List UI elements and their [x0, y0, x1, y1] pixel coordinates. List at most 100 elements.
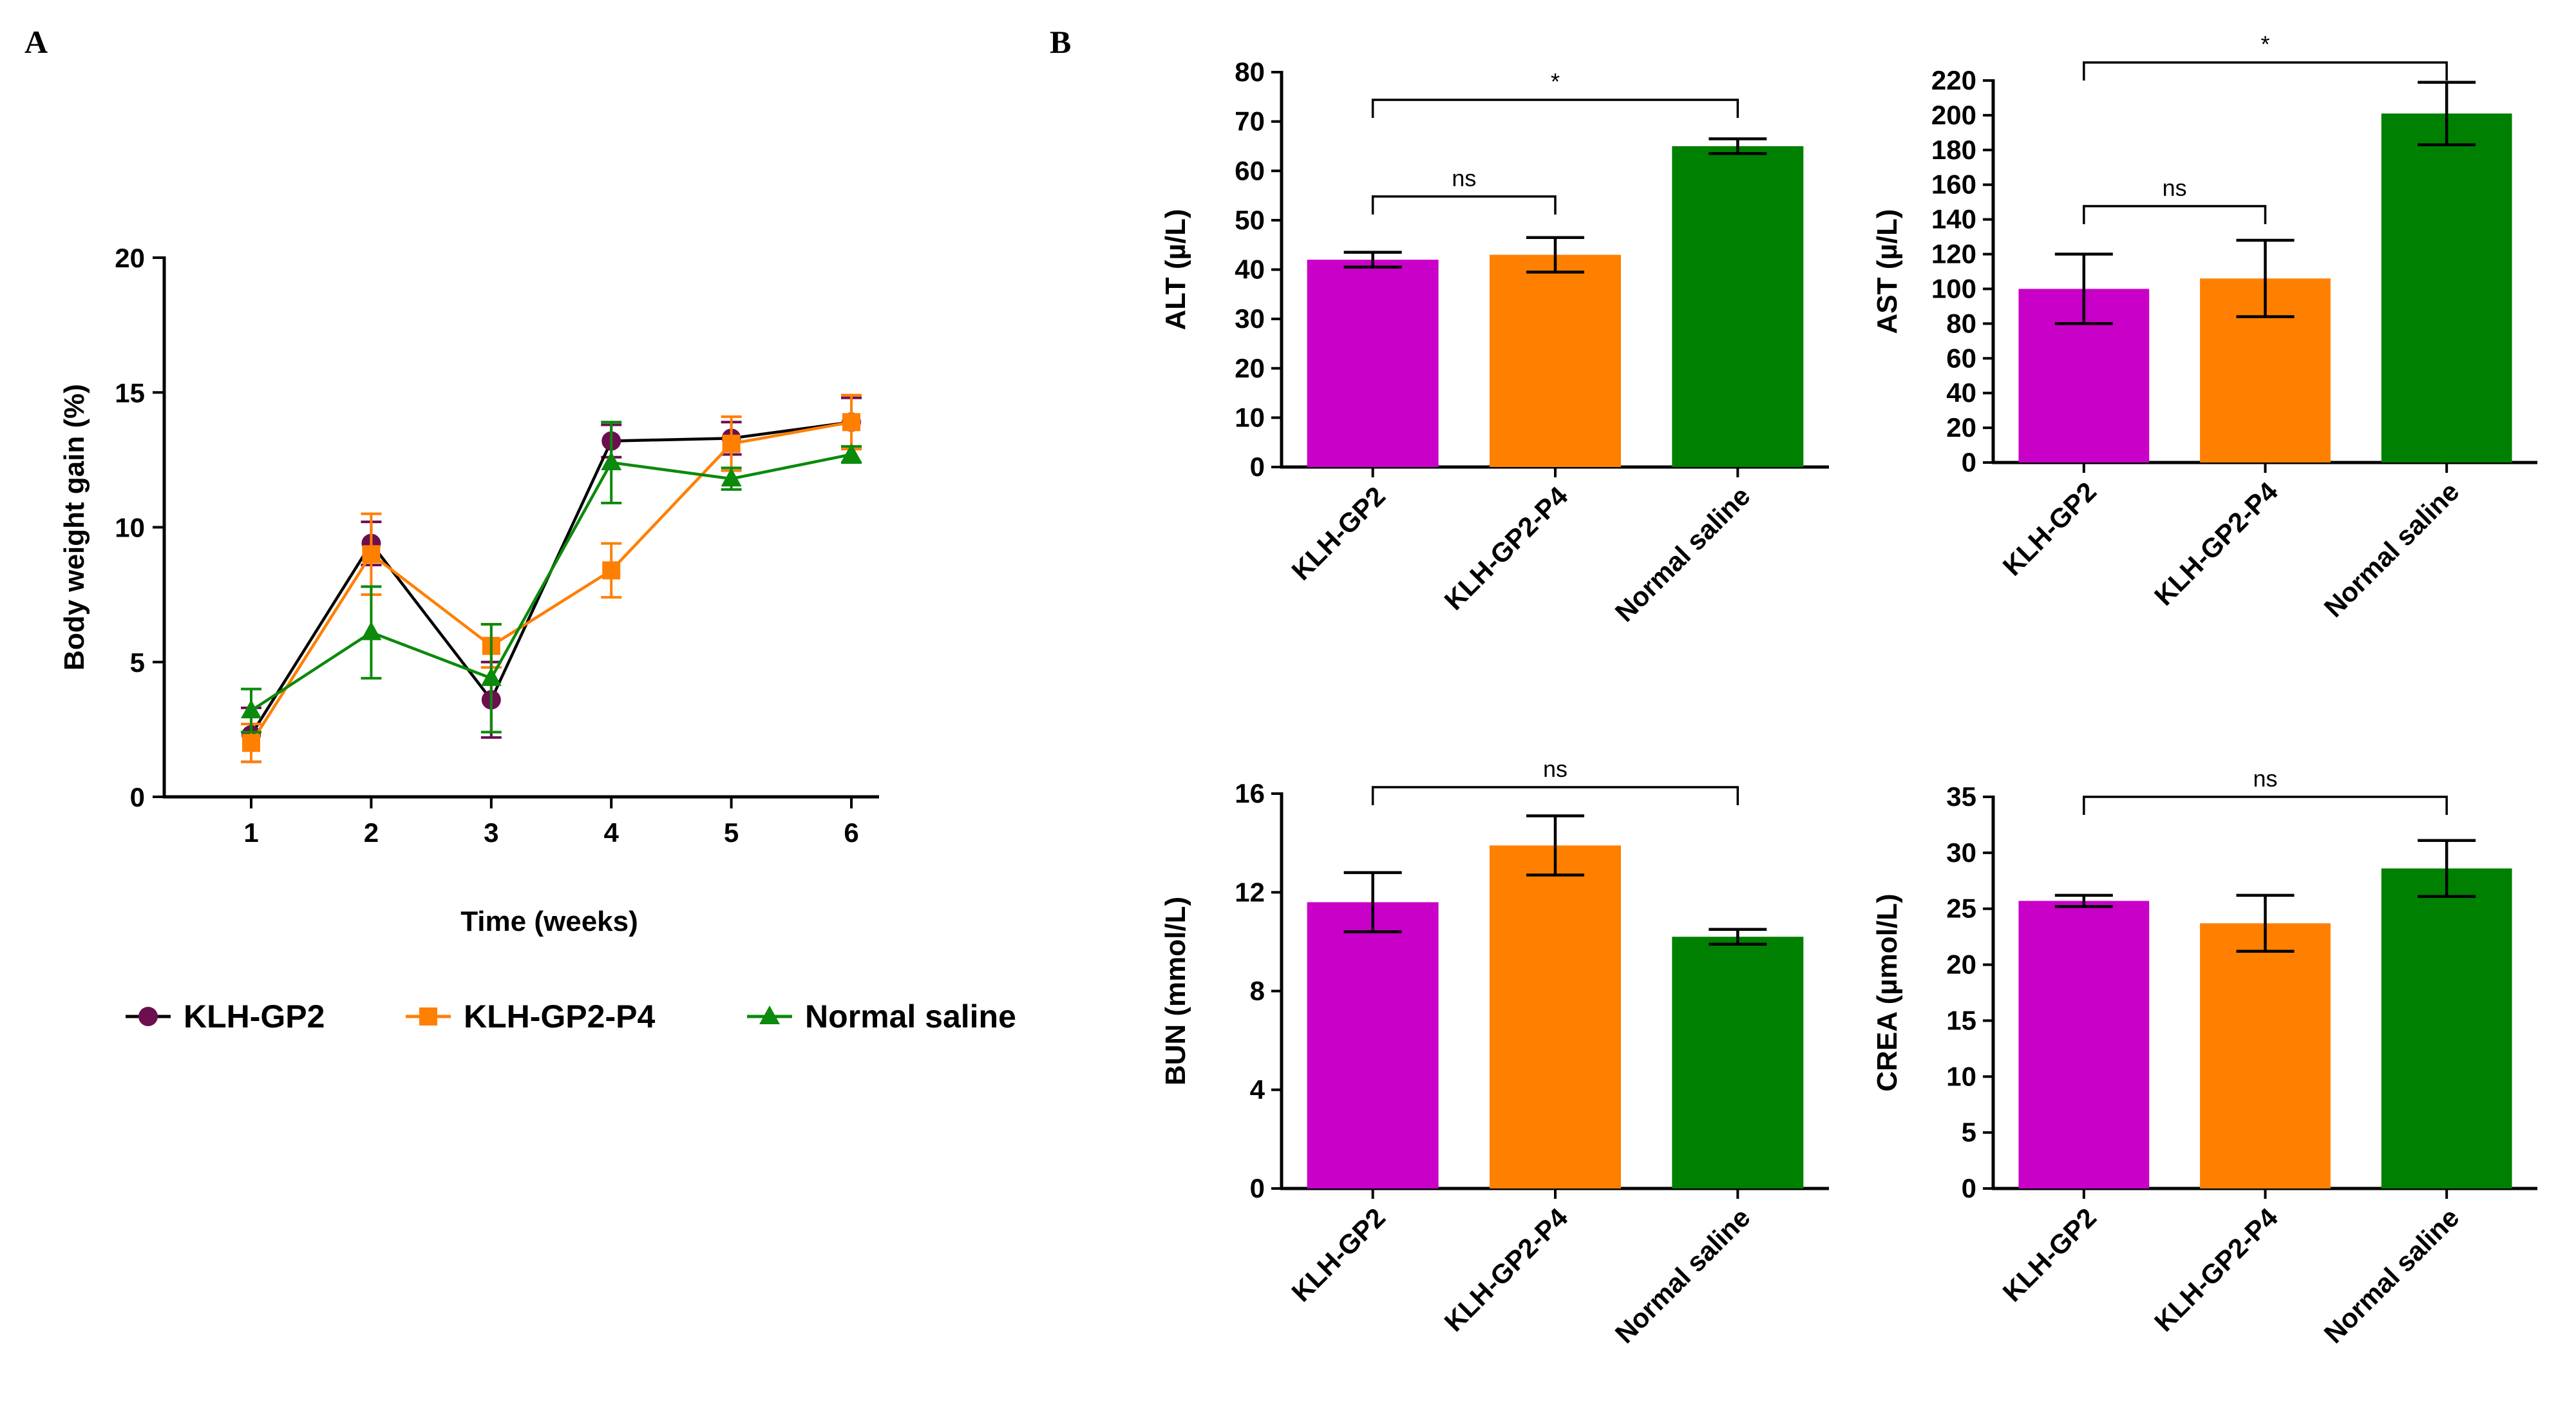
series-line — [250, 421, 852, 744]
y-tick-label: 0 — [1250, 452, 1265, 482]
y-tick-label: 70 — [1235, 106, 1265, 137]
data-point — [602, 561, 621, 580]
x-tick-label: 2 — [364, 817, 379, 848]
data-point — [242, 734, 260, 752]
y-tick-label: 5 — [1962, 1117, 1976, 1147]
data-point — [721, 468, 742, 487]
y-tick-label: 15 — [115, 377, 145, 408]
bar-klh-gp2 — [2018, 901, 2150, 1188]
y-tick-label: 30 — [1235, 303, 1265, 334]
x-tick-label: 6 — [844, 817, 858, 848]
legend-item-klh-gp2: KLH-GP2 — [126, 998, 325, 1035]
y-tick-label: 25 — [1946, 893, 1976, 924]
legend-label: Normal saline — [805, 998, 1016, 1035]
y-tick-label: 80 — [1946, 308, 1976, 338]
y-tick-label: 0 — [1962, 1173, 1976, 1203]
data-point — [241, 700, 261, 719]
alt-bar-chart: 0 10 20 30 40 50 60 70 80 KLH-GP2 KLH-GP2-P4 Normal… — [1160, 57, 1829, 627]
significance-label: ns — [1452, 165, 1476, 191]
crea-bar-chart: 0 5 10 15 20 25 30 35 KLH-GP2 KLH-GP2-P4 Normal sa… — [1871, 765, 2537, 1349]
x-tick-label: KLH-GP2 — [1997, 1202, 2103, 1308]
significance-label: ns — [2253, 765, 2277, 792]
y-axis-title: Body weight gain (%) — [59, 384, 90, 671]
x-tick-label: Normal saline — [2318, 1202, 2465, 1349]
data-point — [842, 413, 860, 432]
x-tick-label: 3 — [484, 817, 498, 848]
y-tick-label: 20 — [1946, 950, 1976, 980]
y-axis-title: ALT (µ/L) — [1160, 209, 1191, 330]
y-tick-label: 120 — [1931, 239, 1976, 269]
y-tick-label: 10 — [115, 513, 145, 543]
series-klh-gp2-p4 — [241, 394, 862, 763]
significance-bracket — [1371, 786, 1739, 805]
y-tick-label: 4 — [1250, 1074, 1265, 1105]
y-tick-label: 60 — [1946, 343, 1976, 373]
x-tick-label: KLH-GP2 — [1997, 476, 2103, 582]
legend-marker — [138, 1007, 158, 1026]
x-tick-label: Normal saline — [1609, 481, 1756, 627]
bar-klh-gp2-p4 — [1490, 254, 1621, 467]
y-tick-label: 0 — [1962, 447, 1976, 477]
bar-klh-gp2 — [1307, 260, 1439, 467]
panel-label-b: B — [1050, 24, 1071, 60]
ast-bar-chart: 0 20 40 60 80 100 120 140 160 180 200 220 KLH-GP2 KLH… — [1871, 31, 2537, 623]
legend-label: KLH-GP2 — [184, 998, 325, 1035]
bar-normal-saline — [2381, 113, 2512, 463]
x-tick-label: KLH-GP2-P4 — [1439, 481, 1574, 616]
y-tick-label: 16 — [1235, 778, 1265, 808]
y-tick-label: 0 — [130, 782, 145, 812]
x-tick-label: Normal saline — [1609, 1202, 1756, 1349]
x-axis-title: Time (weeks) — [460, 906, 638, 937]
y-tick-label: 60 — [1235, 155, 1265, 186]
y-tick-label: 20 — [1946, 412, 1976, 443]
data-point — [362, 545, 381, 564]
bar-klh-gp2-p4 — [1490, 845, 1621, 1188]
significance-label: * — [1551, 68, 1560, 95]
y-tick-label: 140 — [1931, 204, 1976, 234]
y-tick-label: 20 — [1235, 353, 1265, 383]
data-point — [722, 434, 741, 453]
data-point — [841, 443, 862, 463]
y-tick-label: 8 — [1250, 976, 1265, 1006]
y-tick-label: 160 — [1931, 169, 1976, 200]
body-weight-line-chart: 0 5 10 15 20 1 2 3 4 5 6 Time (weeks) Body weight ga… — [59, 243, 1016, 1035]
y-tick-label: 180 — [1931, 135, 1976, 165]
bar-normal-saline — [1672, 937, 1804, 1188]
significance-bracket — [2083, 796, 2448, 815]
y-tick-label: 10 — [1946, 1061, 1976, 1091]
series-normal-saline — [241, 421, 862, 734]
legend-marker — [759, 1006, 780, 1024]
y-tick-label: 40 — [1235, 254, 1265, 285]
x-tick-label: KLH-GP2 — [1285, 481, 1391, 586]
legend-label: KLH-GP2-P4 — [464, 998, 655, 1035]
bar-klh-gp2-p4 — [2200, 923, 2331, 1188]
y-tick-label: 5 — [130, 647, 145, 678]
bar-normal-saline — [1672, 146, 1804, 467]
y-axis-title: BUN (mmol/L) — [1160, 897, 1191, 1085]
x-tick-label: 5 — [724, 817, 739, 848]
y-tick-label: 80 — [1235, 57, 1265, 87]
x-tick-label: KLH-GP2-P4 — [1439, 1202, 1574, 1337]
series-line — [250, 421, 852, 736]
x-tick-label: KLH-GP2 — [1285, 1202, 1391, 1308]
x-tick-label: Normal saline — [2318, 476, 2465, 623]
y-axis-title: AST (µ/L) — [1871, 209, 1903, 334]
x-tick-label: KLH-GP2-P4 — [2148, 1202, 2284, 1337]
panel-label-a: A — [24, 24, 48, 60]
significance-label: ns — [2163, 175, 2187, 201]
data-point — [480, 667, 502, 686]
y-tick-label: 100 — [1931, 273, 1976, 303]
y-tick-label: 10 — [1235, 402, 1265, 432]
y-tick-label: 0 — [1250, 1173, 1265, 1203]
y-tick-label: 200 — [1931, 100, 1976, 130]
y-tick-label: 35 — [1946, 781, 1976, 812]
series-line — [250, 453, 852, 712]
y-tick-label: 30 — [1946, 837, 1976, 868]
significance-bracket — [1371, 195, 1557, 215]
significance-label: ns — [1543, 756, 1567, 782]
y-tick-label: 220 — [1931, 65, 1976, 95]
bun-bar-chart: 0 4 8 12 16 KLH-GP2 KLH-GP2-P4 Normal saline BUN… — [1160, 756, 1829, 1349]
y-tick-label: 40 — [1946, 377, 1976, 408]
y-tick-label: 20 — [115, 243, 145, 273]
